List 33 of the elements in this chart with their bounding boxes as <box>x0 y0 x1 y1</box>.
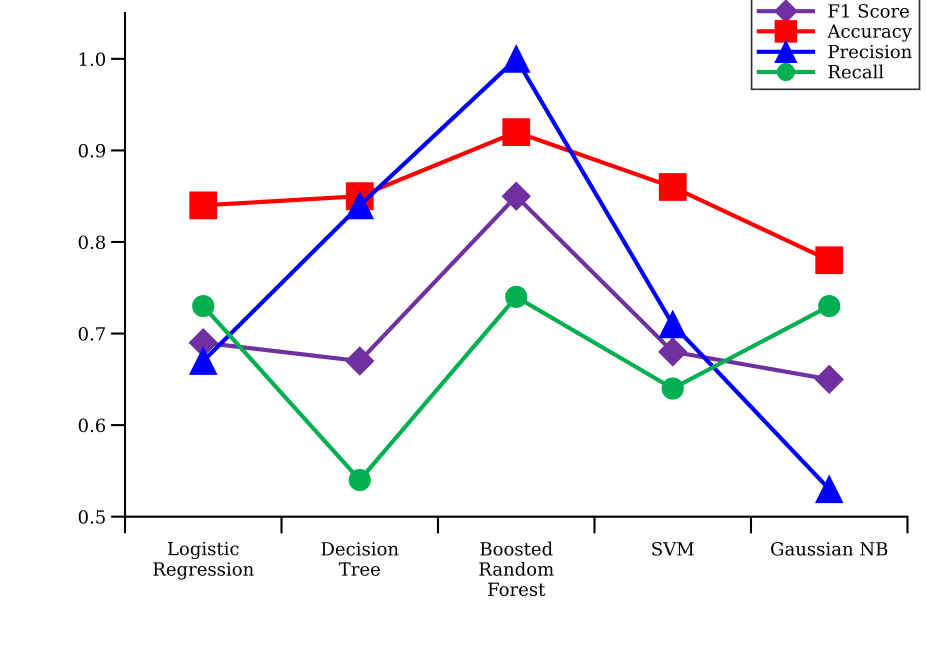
legend-label: Recall <box>828 64 884 79</box>
legend-label: Accuracy <box>827 24 912 42</box>
point <box>502 118 530 146</box>
y-tick-label: 0.6 <box>78 418 106 432</box>
y-tick-label: 0.7 <box>78 327 105 341</box>
y-tick-label: 0.5 <box>78 510 105 524</box>
point <box>815 246 844 274</box>
x-tick-label: Gaussian NB <box>771 542 888 556</box>
y-tick-label: 0.8 <box>78 235 106 250</box>
point <box>345 346 374 376</box>
point <box>189 191 218 220</box>
legend-label: F1 Score <box>828 4 909 18</box>
point <box>662 377 684 400</box>
point <box>348 468 371 492</box>
y-tick-label: 0.9 <box>78 144 106 158</box>
point <box>502 44 530 73</box>
x-tick-label: Decision Tree <box>321 542 399 576</box>
point <box>505 286 528 308</box>
point <box>192 294 214 318</box>
legend-label: Precision <box>828 44 912 58</box>
point <box>189 347 218 375</box>
point <box>818 294 840 318</box>
point <box>815 475 844 504</box>
point <box>346 191 374 220</box>
point <box>658 173 687 201</box>
point <box>658 337 688 366</box>
point <box>502 182 531 211</box>
point <box>658 310 687 338</box>
y-tick-label: 1.0 <box>80 52 106 66</box>
point <box>814 364 844 394</box>
x-tick-label: Logistic Regression <box>153 542 254 580</box>
x-tick-label: SVM <box>652 542 694 556</box>
x-tick-label: Boosted Random Forest <box>479 542 554 596</box>
